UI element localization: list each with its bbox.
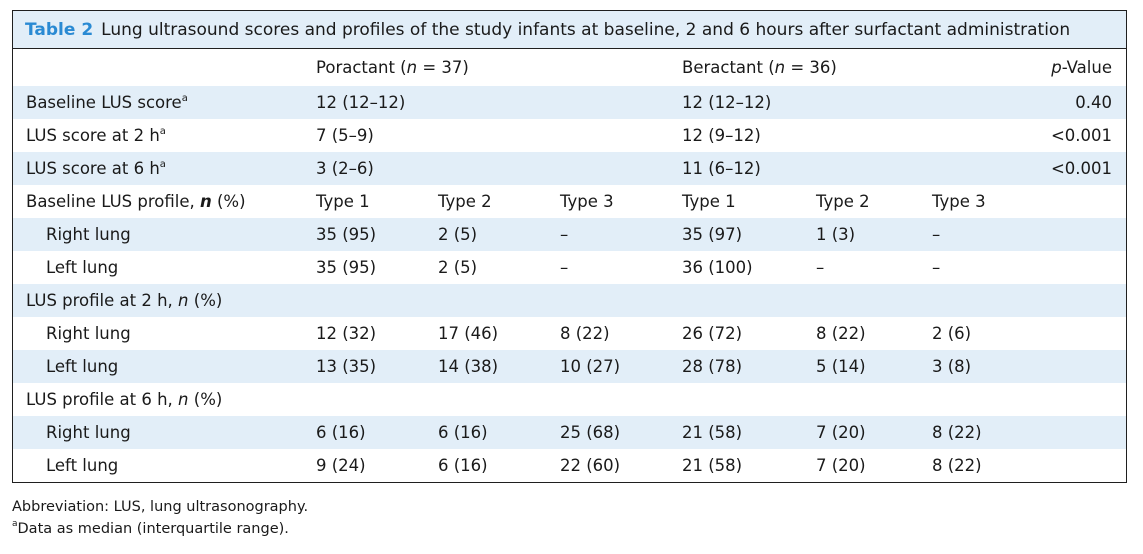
table-cell: 6 (16) bbox=[438, 423, 488, 442]
table-number: Table 2 bbox=[25, 20, 94, 40]
table-cell: 6 (16) bbox=[316, 423, 366, 442]
table-cell: 8 (22) bbox=[816, 324, 866, 343]
table-cell: 9 (24) bbox=[316, 456, 366, 475]
table-cell: 14 (38) bbox=[438, 357, 499, 376]
row-label: Baseline LUS profile, n (%) bbox=[26, 192, 246, 211]
cell-poractant: 12 (12–12) bbox=[316, 93, 406, 112]
cell-pvalue: 0.40 bbox=[1075, 93, 1112, 112]
header-beractant: Beractant (n = 36) bbox=[682, 58, 837, 77]
table-cell: 6 (16) bbox=[438, 456, 488, 475]
abbreviation-note: Abbreviation: LUS, lung ultrasonography. bbox=[12, 499, 309, 515]
cell-beractant: 12 (9–12) bbox=[682, 126, 761, 145]
row-label: Baseline LUS scorea bbox=[26, 92, 188, 112]
row-label: Left lung bbox=[46, 258, 119, 277]
table-cell: 17 (46) bbox=[438, 324, 499, 343]
cell-poractant: 3 (2–6) bbox=[316, 159, 374, 178]
table-cell: – bbox=[816, 258, 825, 277]
type-label: Type 1 bbox=[682, 192, 736, 211]
table-row-profile-6h: LUS profile at 6 h, n (%) bbox=[13, 383, 1126, 416]
table-cell: 21 (58) bbox=[682, 423, 743, 442]
table-cell: 3 (8) bbox=[932, 357, 972, 376]
header-pvalue: p-Value bbox=[1051, 58, 1112, 77]
table-row-score-2h: LUS score at 2 ha 7 (5–9) 12 (9–12) <0.0… bbox=[13, 119, 1126, 152]
cell-poractant: 7 (5–9) bbox=[316, 126, 374, 145]
table-cell: 36 (100) bbox=[682, 258, 753, 277]
table-row: Right lung 12 (32) 17 (46) 8 (22) 26 (72… bbox=[13, 317, 1126, 350]
table-cell: 2 (5) bbox=[438, 258, 478, 277]
table-cell: 12 (32) bbox=[316, 324, 377, 343]
table-cell: – bbox=[560, 258, 569, 277]
table-cell: 1 (3) bbox=[816, 225, 856, 244]
table-cell: – bbox=[932, 258, 941, 277]
row-label: LUS profile at 6 h, n (%) bbox=[26, 390, 223, 409]
table-cell: 26 (72) bbox=[682, 324, 743, 343]
header-poractant: Poractant (n = 37) bbox=[316, 58, 469, 77]
table-row: Right lung 6 (16) 6 (16) 25 (68) 21 (58)… bbox=[13, 416, 1126, 449]
table-row-baseline-profile: Baseline LUS profile, n (%) Type 1 Type … bbox=[13, 185, 1126, 218]
row-label: Right lung bbox=[46, 423, 131, 442]
type-label: Type 3 bbox=[560, 192, 614, 211]
row-label: LUS profile at 2 h, n (%) bbox=[26, 291, 223, 310]
table-row: Right lung 35 (95) 2 (5) – 35 (97) 1 (3)… bbox=[13, 218, 1126, 251]
table-cell: 7 (20) bbox=[816, 423, 866, 442]
table-cell: 35 (95) bbox=[316, 258, 377, 277]
table-cell: 35 (95) bbox=[316, 225, 377, 244]
row-label: Right lung bbox=[46, 324, 131, 343]
table-cell: 28 (78) bbox=[682, 357, 743, 376]
type-label: Type 3 bbox=[932, 192, 986, 211]
table-row: Left lung 9 (24) 6 (16) 22 (60) 21 (58) … bbox=[13, 449, 1126, 482]
type-label: Type 2 bbox=[816, 192, 870, 211]
table-cell: 25 (68) bbox=[560, 423, 621, 442]
table-cell: 2 (5) bbox=[438, 225, 478, 244]
table-cell: 7 (20) bbox=[816, 456, 866, 475]
cell-pvalue: <0.001 bbox=[1050, 159, 1112, 178]
table-footnotes: Abbreviation: LUS, lung ultrasonography.… bbox=[12, 496, 308, 540]
row-label: Left lung bbox=[46, 456, 119, 475]
results-table: Table 2 Lung ultrasound scores and profil… bbox=[12, 10, 1127, 483]
table-cell: 8 (22) bbox=[932, 456, 982, 475]
table-cell: 21 (58) bbox=[682, 456, 743, 475]
cell-beractant: 11 (6–12) bbox=[682, 159, 761, 178]
table-cell: – bbox=[560, 225, 569, 244]
row-label: LUS score at 6 ha bbox=[26, 158, 166, 178]
caption-text: Lung ultrasound scores and profiles of t… bbox=[101, 20, 1071, 40]
row-label: Right lung bbox=[46, 225, 131, 244]
table-caption: Table 2 Lung ultrasound scores and profil… bbox=[13, 11, 1126, 49]
table-cell: 13 (35) bbox=[316, 357, 377, 376]
table-row: Left lung 13 (35) 14 (38) 10 (27) 28 (78… bbox=[13, 350, 1126, 383]
table-cell: 8 (22) bbox=[560, 324, 610, 343]
median-note: aData as median (interquartile range). bbox=[12, 519, 289, 537]
table-header-row: Poractant (n = 37) Beractant (n = 36) p-… bbox=[13, 49, 1126, 86]
cell-beractant: 12 (12–12) bbox=[682, 93, 772, 112]
row-label: LUS score at 2 ha bbox=[26, 125, 166, 145]
table-cell: 2 (6) bbox=[932, 324, 972, 343]
table-cell: 35 (97) bbox=[682, 225, 743, 244]
cell-pvalue: <0.001 bbox=[1050, 126, 1112, 145]
row-label: Left lung bbox=[46, 357, 119, 376]
type-label: Type 2 bbox=[438, 192, 492, 211]
table-row-profile-2h: LUS profile at 2 h, n (%) bbox=[13, 284, 1126, 317]
table-cell: 8 (22) bbox=[932, 423, 982, 442]
table-row-baseline-score: Baseline LUS scorea 12 (12–12) 12 (12–12… bbox=[13, 86, 1126, 119]
table-cell: 22 (60) bbox=[560, 456, 621, 475]
table-row-score-6h: LUS score at 6 ha 3 (2–6) 11 (6–12) <0.0… bbox=[13, 152, 1126, 185]
type-label: Type 1 bbox=[316, 192, 370, 211]
table-cell: 5 (14) bbox=[816, 357, 866, 376]
table-cell: – bbox=[932, 225, 941, 244]
table-cell: 10 (27) bbox=[560, 357, 621, 376]
table-row: Left lung 35 (95) 2 (5) – 36 (100) – – bbox=[13, 251, 1126, 284]
